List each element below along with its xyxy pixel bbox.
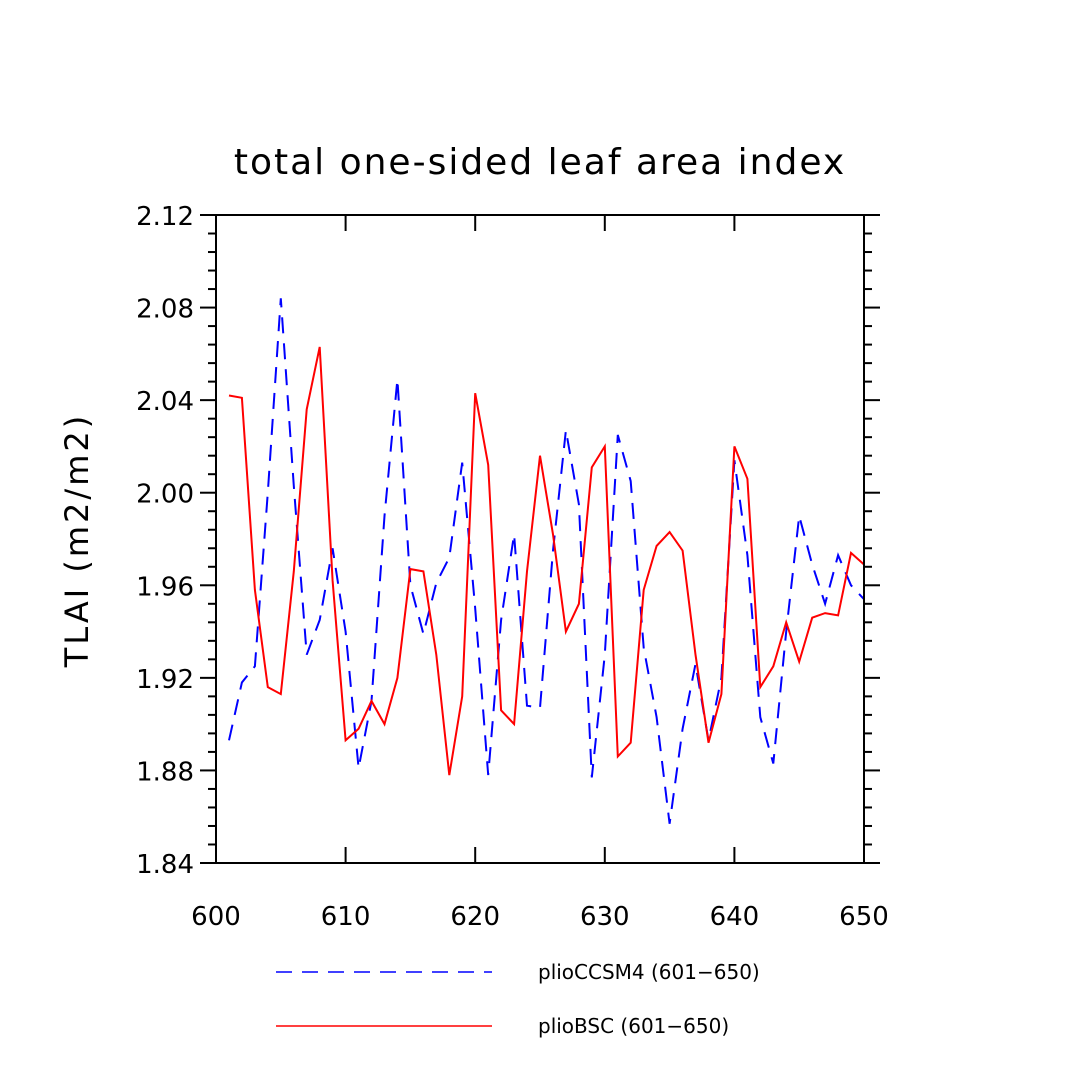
x-tick-label: 640 <box>710 902 760 932</box>
series-line-1 <box>228 298 865 824</box>
legend-label-1: plioCCSM4 (601−650) <box>538 960 760 984</box>
plot-lines <box>228 298 865 824</box>
x-tick-label: 630 <box>580 902 630 932</box>
y-tick-label: 1.96 <box>136 572 194 602</box>
y-tick-label: 1.84 <box>136 850 194 880</box>
y-tick-label: 1.88 <box>136 757 194 787</box>
y-axis-label: TLAI (m2/m2) <box>58 413 96 668</box>
x-tick-label: 620 <box>450 902 500 932</box>
y-tick-label: 1.92 <box>136 665 194 695</box>
x-tick-label: 650 <box>839 902 889 932</box>
x-tick-label: 600 <box>191 902 241 932</box>
series-line-2 <box>228 346 865 776</box>
y-tick-label: 2.08 <box>136 295 194 325</box>
axis-ticks <box>200 214 880 864</box>
y-tick-label: 2.04 <box>136 387 194 417</box>
y-tick-label: 2.00 <box>136 480 194 510</box>
axis-tick-labels: 600 610 620 630 640 650 1.84 1.88 1.92 1.96 2.00 2.… <box>136 202 889 932</box>
plot-frame <box>215 214 865 864</box>
x-tick-label: 610 <box>321 902 371 932</box>
legend-label-2: plioBSC (601−650) <box>538 1014 729 1038</box>
y-tick-label: 2.12 <box>136 202 194 232</box>
chart-title: total one-sided leaf area index <box>234 142 846 183</box>
legend: plioCCSM4 (601−650) plioBSC (601−650) <box>276 960 760 1038</box>
